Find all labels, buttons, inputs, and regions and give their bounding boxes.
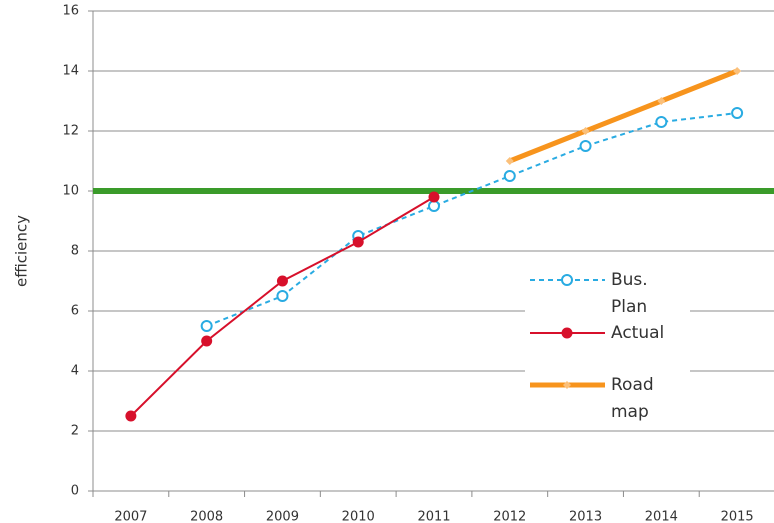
- legend-marker: [561, 327, 573, 339]
- y-tick-label: 16: [62, 4, 79, 19]
- series-line: [130, 196, 435, 417]
- y-tick-label: 12: [62, 124, 79, 139]
- y-tick-label: 6: [71, 304, 79, 319]
- marker: [503, 170, 516, 182]
- marker: [200, 320, 213, 332]
- series-line: [508, 68, 739, 164]
- y-tick-label: 0: [71, 484, 79, 499]
- marker: [276, 275, 288, 287]
- y-tick-label: 2: [71, 424, 79, 439]
- marker: [276, 290, 289, 302]
- x-tick-label: 2008: [190, 510, 223, 523]
- x-tick-label: 2011: [417, 510, 450, 523]
- marker: [733, 67, 742, 75]
- x-tick-label: 2015: [721, 510, 754, 523]
- marker: [201, 335, 213, 347]
- legend-swatches: [530, 274, 605, 389]
- marker: [505, 157, 514, 165]
- y-tick-label: 4: [71, 364, 79, 379]
- marker: [352, 236, 364, 248]
- series-line: [206, 112, 738, 327]
- marker: [655, 116, 668, 128]
- x-tick-label: 2009: [266, 510, 299, 523]
- marker: [125, 410, 137, 422]
- marker: [657, 97, 666, 105]
- legend: Bus. Plan Actual Road map: [525, 262, 690, 430]
- y-tick-label: 14: [62, 64, 79, 79]
- y-tick-label: 10: [62, 184, 79, 199]
- legend-label: Road map: [611, 375, 654, 422]
- x-tick-label: 2007: [114, 510, 147, 523]
- marker: [579, 140, 592, 152]
- y-tick-label: 8: [71, 244, 79, 259]
- x-tick-label: 2012: [493, 510, 526, 523]
- legend-marker: [563, 381, 571, 389]
- marker: [581, 127, 590, 135]
- y-axis-label: efficiency: [13, 215, 31, 287]
- legend-label: Bus. Plan: [611, 270, 648, 317]
- x-tick-label: 2014: [645, 510, 678, 523]
- marker: [428, 191, 440, 203]
- x-tick-label: 2013: [569, 510, 602, 523]
- legend-label: Actual: [611, 323, 665, 343]
- marker: [731, 107, 744, 119]
- legend-marker: [561, 274, 573, 286]
- x-tick-label: 2010: [342, 510, 375, 523]
